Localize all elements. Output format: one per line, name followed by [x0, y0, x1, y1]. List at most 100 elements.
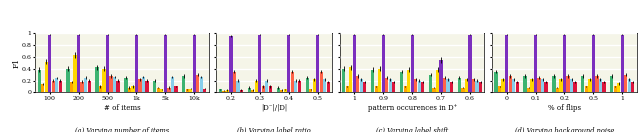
Bar: [326, 82, 330, 92]
Bar: [545, 82, 548, 92]
Bar: [443, 77, 446, 92]
Bar: [429, 75, 432, 92]
Bar: [512, 79, 515, 92]
Bar: [552, 76, 556, 92]
Bar: [186, 89, 189, 92]
Bar: [200, 77, 203, 92]
Bar: [364, 82, 367, 92]
Bar: [319, 72, 323, 92]
Bar: [189, 89, 193, 92]
Bar: [131, 86, 134, 92]
Bar: [414, 79, 417, 92]
Bar: [624, 75, 627, 92]
Bar: [135, 35, 138, 92]
Bar: [48, 35, 51, 92]
Bar: [433, 88, 436, 92]
Bar: [592, 35, 595, 92]
Bar: [113, 77, 116, 92]
Bar: [276, 88, 280, 92]
Bar: [450, 82, 453, 92]
Bar: [392, 82, 396, 92]
Bar: [160, 89, 163, 92]
Bar: [291, 72, 294, 92]
Bar: [284, 89, 287, 92]
Bar: [556, 88, 559, 92]
Bar: [41, 84, 44, 92]
Bar: [573, 82, 577, 92]
Bar: [472, 79, 475, 92]
Bar: [294, 81, 298, 92]
Bar: [124, 77, 127, 92]
Bar: [240, 90, 243, 92]
Bar: [563, 35, 566, 92]
Bar: [67, 69, 70, 92]
Bar: [374, 86, 378, 92]
Bar: [599, 79, 602, 92]
Bar: [509, 76, 512, 92]
Bar: [476, 81, 479, 92]
Bar: [440, 60, 443, 92]
Bar: [349, 67, 353, 92]
Bar: [585, 86, 588, 92]
X-axis label: |D⁻|/|D|: |D⁻|/|D|: [261, 104, 287, 112]
Bar: [385, 77, 388, 92]
Bar: [193, 35, 196, 92]
Bar: [59, 81, 62, 92]
Bar: [219, 89, 222, 92]
Bar: [468, 35, 472, 92]
Bar: [55, 78, 58, 92]
X-axis label: # of items: # of items: [104, 104, 140, 112]
Y-axis label: F1: F1: [12, 58, 20, 68]
Bar: [265, 81, 269, 92]
Bar: [77, 35, 80, 92]
Bar: [45, 62, 48, 92]
Bar: [617, 83, 620, 92]
Bar: [614, 86, 617, 92]
Bar: [164, 35, 167, 92]
Bar: [280, 90, 284, 92]
Bar: [631, 82, 634, 92]
Bar: [447, 79, 450, 92]
Bar: [262, 86, 265, 92]
Bar: [287, 35, 291, 92]
Bar: [145, 81, 148, 92]
Bar: [356, 76, 360, 92]
Bar: [70, 82, 73, 92]
Bar: [353, 35, 356, 92]
Bar: [229, 36, 232, 92]
Bar: [269, 86, 272, 92]
X-axis label: % of flips: % of flips: [548, 104, 581, 112]
Bar: [524, 76, 527, 92]
Bar: [182, 76, 186, 92]
Bar: [588, 79, 591, 92]
Bar: [248, 88, 251, 92]
Text: (c) Varying label shift: (c) Varying label shift: [376, 127, 448, 132]
Bar: [581, 76, 584, 92]
Bar: [360, 79, 363, 92]
Text: (d) Varying background noise: (d) Varying background noise: [515, 127, 614, 132]
Bar: [255, 81, 258, 92]
Bar: [312, 79, 316, 92]
Bar: [258, 35, 262, 92]
Bar: [174, 86, 177, 92]
Bar: [436, 70, 439, 92]
Bar: [502, 79, 505, 92]
Bar: [88, 81, 91, 92]
Bar: [534, 35, 537, 92]
Bar: [74, 55, 77, 92]
Bar: [106, 35, 109, 92]
Bar: [346, 86, 349, 92]
Bar: [498, 86, 501, 92]
Text: (b) Varying label ratio: (b) Varying label ratio: [237, 127, 311, 132]
Bar: [495, 72, 498, 92]
Text: (a) Varying number of items: (a) Varying number of items: [75, 127, 169, 132]
Bar: [95, 67, 99, 92]
Bar: [298, 81, 301, 92]
Bar: [465, 79, 468, 92]
Bar: [570, 79, 573, 92]
Bar: [116, 81, 120, 92]
Bar: [52, 81, 55, 92]
Bar: [81, 82, 84, 92]
Bar: [461, 88, 465, 92]
Bar: [128, 88, 131, 92]
